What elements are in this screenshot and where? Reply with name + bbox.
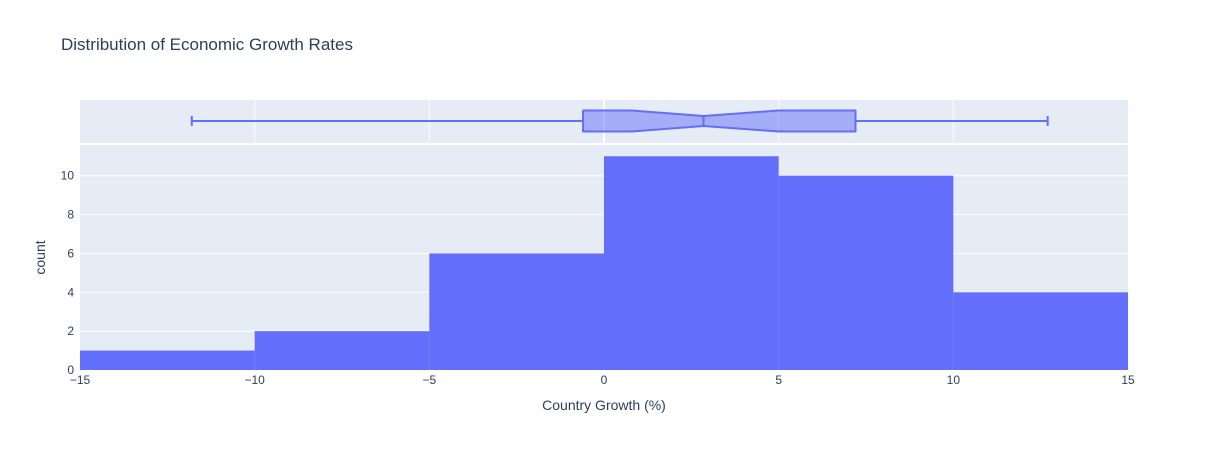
histogram-panel xyxy=(80,145,1128,370)
y-tick-label: 6 xyxy=(67,246,74,260)
histogram-bar[interactable] xyxy=(953,292,1128,370)
histogram-bar[interactable] xyxy=(604,156,779,370)
x-tick-label: 0 xyxy=(601,373,608,387)
y-tick-label: 0 xyxy=(67,363,74,377)
x-tick-label: 10 xyxy=(947,373,961,387)
y-tick-label: 10 xyxy=(61,169,75,183)
y-tick-label: 8 xyxy=(67,208,74,222)
x-tick-label: −10 xyxy=(244,373,265,387)
x-axis-ticks: −15 −10 −5 0 5 10 15 xyxy=(70,373,1135,387)
y-axis-title: count xyxy=(32,240,48,274)
x-tick-label: −5 xyxy=(422,373,436,387)
histogram-bar[interactable] xyxy=(429,253,604,370)
y-axis-ticks: 0 2 4 6 8 10 xyxy=(61,169,75,377)
x-axis-title: Country Growth (%) xyxy=(542,397,666,413)
box-body[interactable] xyxy=(582,109,857,133)
x-tick-label: 5 xyxy=(775,373,782,387)
y-tick-label: 4 xyxy=(67,285,74,299)
histogram-bars[interactable] xyxy=(80,156,1128,370)
marginal-box-panel xyxy=(80,100,1128,143)
chart-title: Distribution of Economic Growth Rates xyxy=(61,35,353,54)
histogram-bar[interactable] xyxy=(254,331,430,370)
y-tick-label: 2 xyxy=(67,324,74,338)
x-tick-label: −15 xyxy=(70,373,91,387)
box-plot[interactable] xyxy=(190,109,1049,133)
histogram-bar[interactable] xyxy=(80,350,255,370)
x-tick-label: 15 xyxy=(1121,373,1135,387)
histogram-bar[interactable] xyxy=(778,175,954,370)
